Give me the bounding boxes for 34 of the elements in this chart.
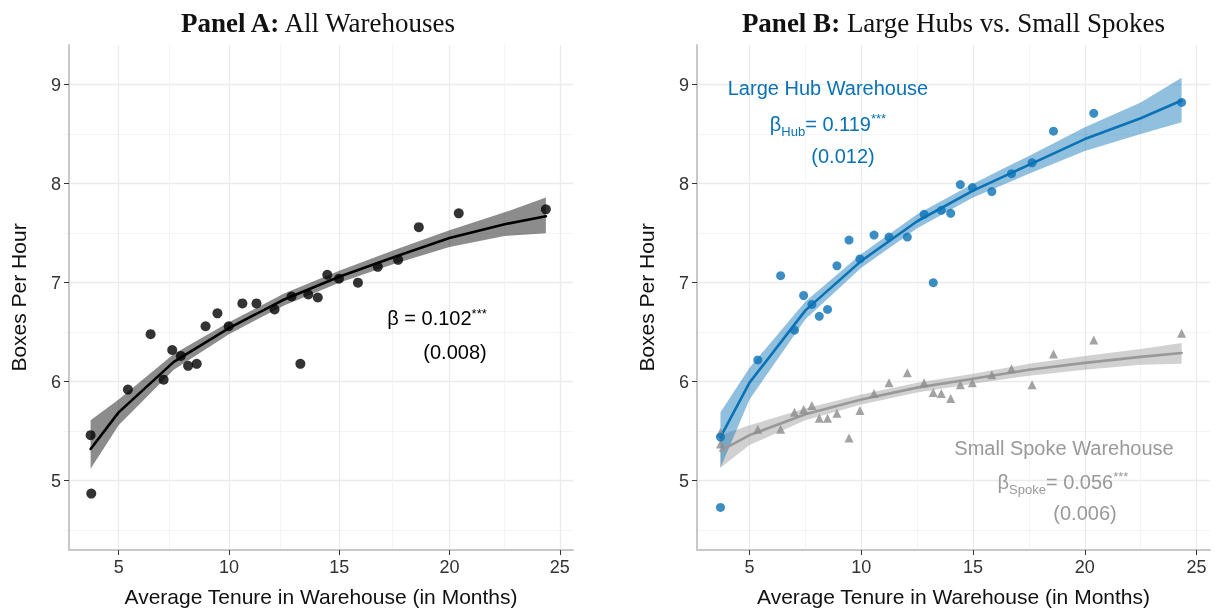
annotation: (0.012) — [811, 144, 875, 168]
x-tick-label: 25 — [549, 557, 570, 577]
y-axis-title: Boxes Per Hour — [7, 223, 30, 372]
y-tick-label: 7 — [50, 272, 61, 293]
annotation: Small Spoke Warehouse — [954, 436, 1174, 460]
annotation: (0.008) — [423, 340, 487, 364]
y-tick-label: 6 — [678, 371, 689, 392]
y-tick-label: 8 — [678, 173, 689, 194]
x-tick-label: 25 — [1186, 557, 1207, 577]
y-tick-label: 5 — [50, 470, 61, 491]
x-tick-label: 15 — [329, 557, 350, 577]
x-tick-label: 10 — [851, 557, 872, 577]
x-axis-title: Average Tenure in Warehouse (in Months) — [757, 585, 1150, 608]
chart-title: Panel B: Large Hubs vs. Small Spokes — [741, 8, 1166, 38]
annotation: (0.006) — [1053, 501, 1117, 525]
annotation: β$_{Spoke}$= 0.056$^{***}$ — [997, 469, 1129, 497]
y-tick-label: 6 — [50, 371, 61, 392]
x-axis-title: Average Tenure in Warehouse (in Months) — [124, 585, 518, 608]
x-tick-label: 10 — [218, 557, 239, 577]
y-tick-label: 9 — [678, 74, 689, 95]
x-tick-label: 5 — [744, 557, 755, 577]
annotation: β = 0.102$^{***}$ — [387, 305, 487, 331]
y-tick-label: 5 — [678, 470, 689, 491]
y-tick-label: 9 — [50, 74, 61, 95]
chart-title: Panel A: All Warehouses — [180, 8, 456, 38]
y-tick-label: 7 — [678, 272, 689, 293]
x-tick-label: 5 — [113, 557, 124, 577]
x-tick-label: 15 — [963, 557, 984, 577]
y-tick-label: 8 — [50, 173, 61, 194]
x-tick-label: 20 — [1074, 557, 1095, 577]
annotation: β$_{Hub}$= 0.119$^{***}$ — [769, 111, 887, 139]
y-axis-title: Boxes Per Hour — [635, 223, 658, 372]
x-tick-label: 20 — [439, 557, 460, 577]
annotation: Large Hub Warehouse — [727, 76, 929, 100]
